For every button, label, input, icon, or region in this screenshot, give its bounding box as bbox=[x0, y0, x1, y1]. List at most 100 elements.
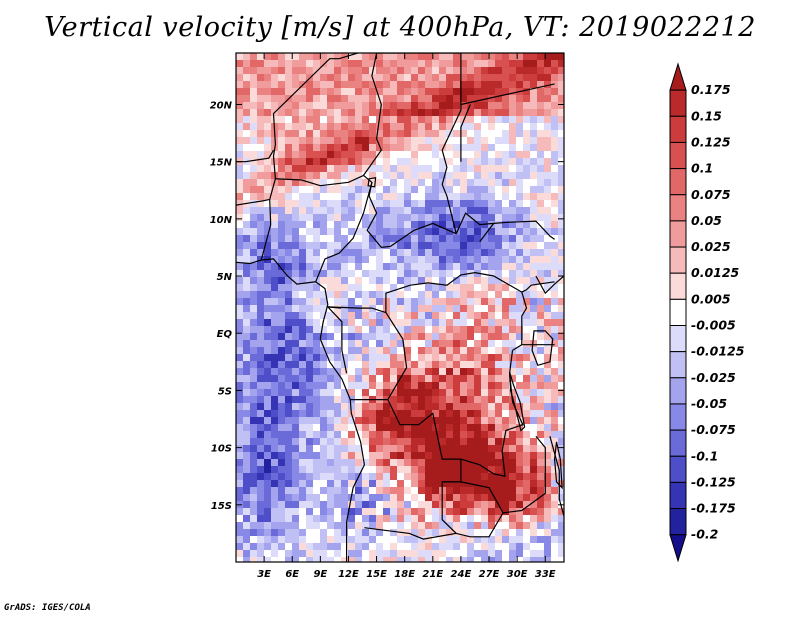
field-cell bbox=[271, 529, 278, 536]
field-cell bbox=[292, 256, 299, 263]
field-cell bbox=[425, 165, 432, 172]
field-cell bbox=[404, 515, 411, 522]
field-cell bbox=[369, 557, 376, 562]
field-cell bbox=[530, 242, 537, 249]
field-cell bbox=[488, 438, 495, 445]
field-cell bbox=[432, 557, 439, 562]
field-cell bbox=[390, 375, 397, 382]
field-cell bbox=[299, 340, 306, 347]
field-cell bbox=[411, 67, 418, 74]
field-cell bbox=[404, 242, 411, 249]
field-cell bbox=[544, 67, 551, 74]
field-cell bbox=[481, 305, 488, 312]
field-cell bbox=[467, 340, 474, 347]
field-cell bbox=[397, 340, 404, 347]
field-cell bbox=[348, 501, 355, 508]
field-cell bbox=[299, 368, 306, 375]
field-cell bbox=[264, 165, 271, 172]
field-cell bbox=[341, 172, 348, 179]
field-cell bbox=[530, 284, 537, 291]
field-cell bbox=[376, 347, 383, 354]
field-cell bbox=[523, 403, 530, 410]
field-cell bbox=[460, 347, 467, 354]
field-cell bbox=[453, 326, 460, 333]
field-cell bbox=[362, 165, 369, 172]
field-cell bbox=[355, 340, 362, 347]
colorbar-label: 0.075 bbox=[691, 187, 731, 202]
field-cell bbox=[313, 396, 320, 403]
field-cell bbox=[537, 123, 544, 130]
field-cell bbox=[544, 284, 551, 291]
field-cell bbox=[292, 200, 299, 207]
field-cell bbox=[502, 109, 509, 116]
field-cell bbox=[432, 326, 439, 333]
y-tick-label: 10N bbox=[210, 215, 233, 226]
field-cell bbox=[341, 221, 348, 228]
field-cell bbox=[243, 515, 250, 522]
field-cell bbox=[502, 361, 509, 368]
field-cell bbox=[516, 74, 523, 81]
field-cell bbox=[516, 347, 523, 354]
field-cell bbox=[278, 340, 285, 347]
field-cell bbox=[250, 501, 257, 508]
field-cell bbox=[243, 221, 250, 228]
field-cell bbox=[460, 67, 467, 74]
field-cell bbox=[404, 74, 411, 81]
field-cell bbox=[530, 270, 537, 277]
field-cell bbox=[544, 382, 551, 389]
field-cell bbox=[446, 249, 453, 256]
field-cell bbox=[299, 165, 306, 172]
field-cell bbox=[509, 438, 516, 445]
field-cell bbox=[495, 242, 502, 249]
field-cell bbox=[285, 277, 292, 284]
field-cell bbox=[383, 312, 390, 319]
field-cell bbox=[425, 81, 432, 88]
field-cell bbox=[292, 459, 299, 466]
field-cell bbox=[530, 347, 537, 354]
field-cell bbox=[362, 347, 369, 354]
field-cell bbox=[502, 536, 509, 543]
field-cell bbox=[551, 347, 558, 354]
field-cell bbox=[355, 417, 362, 424]
field-cell bbox=[271, 214, 278, 221]
field-cell bbox=[502, 382, 509, 389]
field-cell bbox=[425, 200, 432, 207]
field-cell bbox=[509, 354, 516, 361]
field-cell bbox=[467, 466, 474, 473]
field-cell bbox=[551, 270, 558, 277]
field-cell bbox=[488, 81, 495, 88]
colorbar-swatch bbox=[669, 141, 687, 170]
field-cell bbox=[544, 165, 551, 172]
field-cell bbox=[327, 228, 334, 235]
field-cell bbox=[306, 263, 313, 270]
field-cell bbox=[495, 473, 502, 480]
field-cell bbox=[313, 417, 320, 424]
field-cell bbox=[530, 445, 537, 452]
field-cell bbox=[551, 368, 558, 375]
field-cell bbox=[292, 508, 299, 515]
field-cell bbox=[397, 445, 404, 452]
field-cell bbox=[306, 480, 313, 487]
field-cell bbox=[446, 508, 453, 515]
field-cell bbox=[544, 543, 551, 550]
field-cell bbox=[236, 326, 243, 333]
field-cell bbox=[481, 263, 488, 270]
field-cell bbox=[341, 284, 348, 291]
field-cell bbox=[509, 109, 516, 116]
field-cell bbox=[537, 74, 544, 81]
field-cell bbox=[509, 445, 516, 452]
border-line bbox=[272, 53, 358, 179]
field-cell bbox=[285, 116, 292, 123]
field-cell bbox=[558, 347, 564, 354]
field-cell bbox=[558, 431, 564, 438]
field-cell bbox=[502, 417, 509, 424]
field-cell bbox=[320, 298, 327, 305]
field-cell bbox=[495, 53, 502, 60]
field-cell bbox=[292, 53, 299, 60]
field-cell bbox=[544, 522, 551, 529]
field-cell bbox=[334, 102, 341, 109]
field-cell bbox=[404, 81, 411, 88]
field-cell bbox=[257, 375, 264, 382]
field-cell bbox=[250, 459, 257, 466]
colorbar-label: -0.05 bbox=[691, 396, 727, 411]
